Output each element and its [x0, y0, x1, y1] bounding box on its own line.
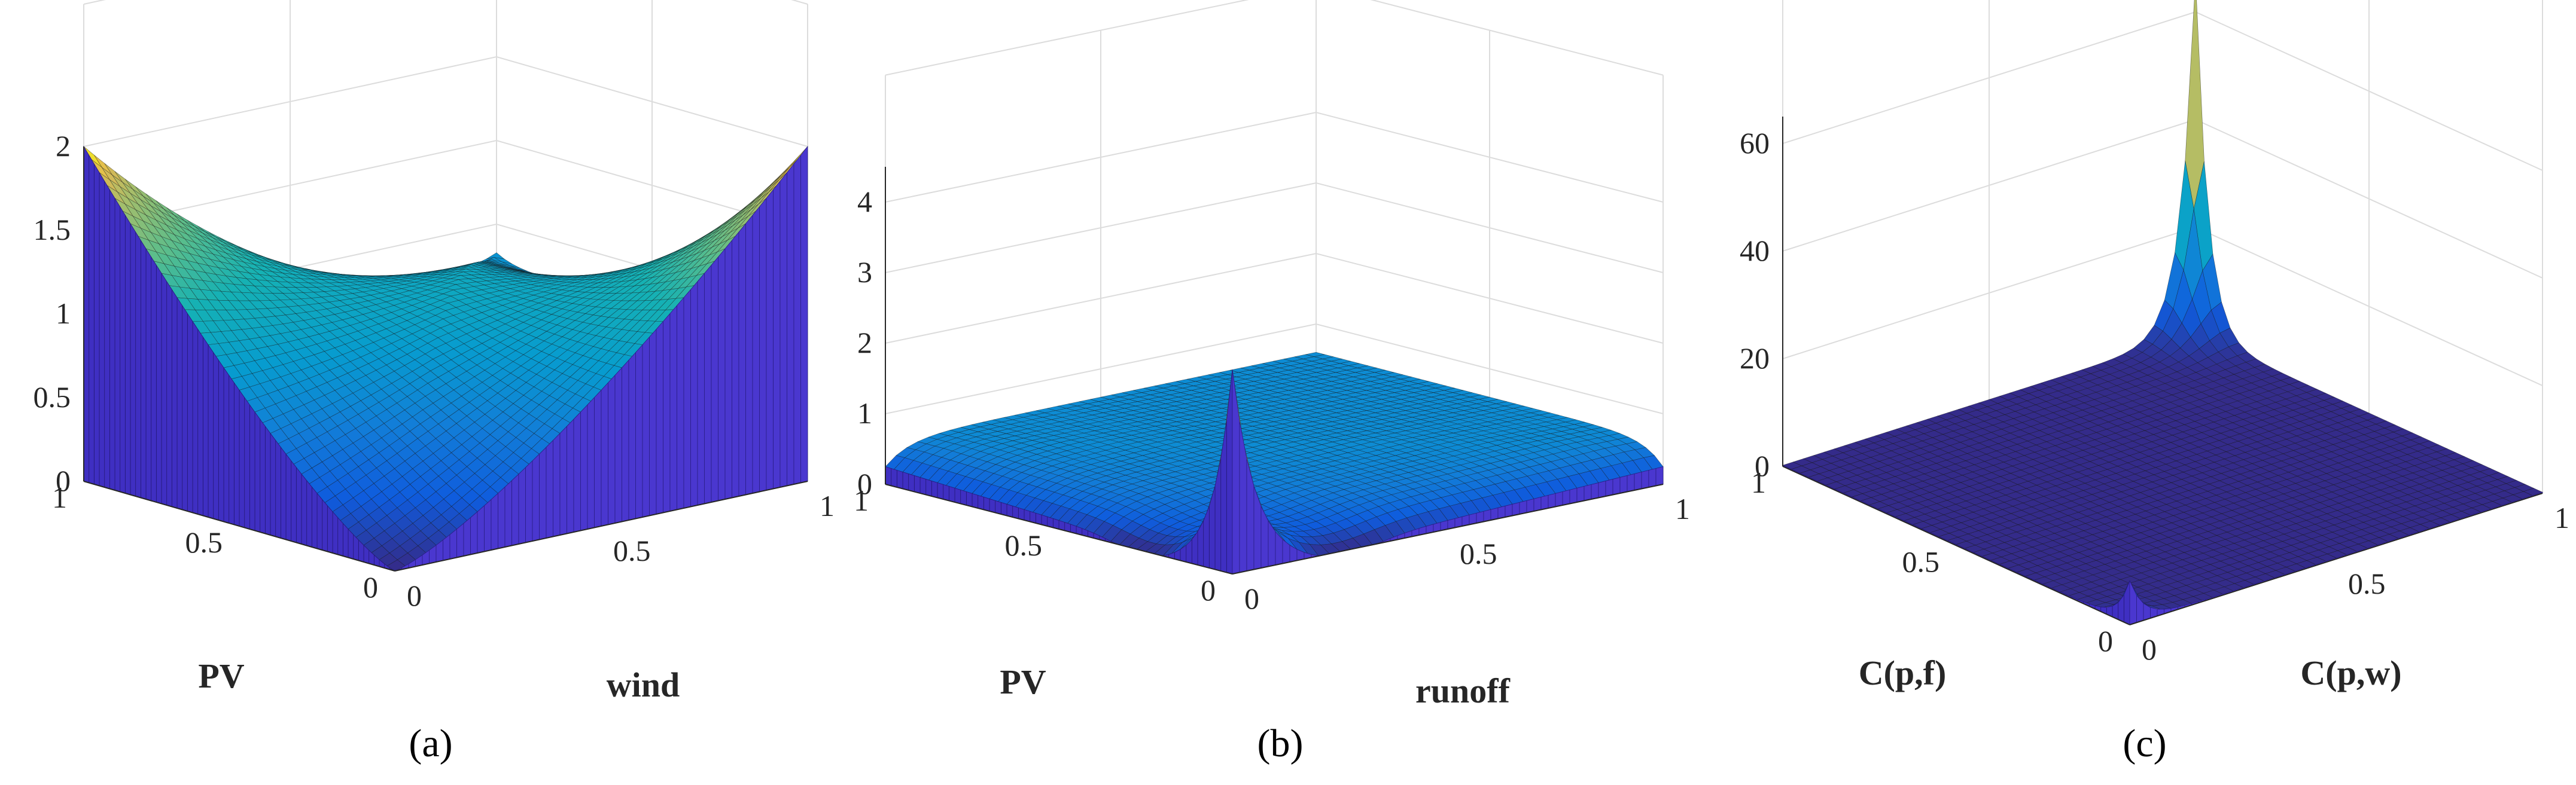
- y-tick-label: 0: [407, 579, 422, 612]
- y-tick-label: 0: [2142, 633, 2157, 666]
- y-axis-label: wind: [607, 665, 680, 704]
- x-tick-label: 1: [52, 481, 67, 514]
- z-tick-label: 4: [857, 185, 872, 218]
- z-tick-label: 0: [857, 467, 872, 500]
- z-tick-label: 40: [1740, 234, 1770, 267]
- z-tick-label: 1: [56, 297, 71, 330]
- x-tick-label: 0.5: [185, 526, 223, 559]
- x-tick-label: 0.5: [1902, 545, 1940, 579]
- panel-label: (c): [2123, 722, 2166, 765]
- y-axis-label: C(p,w): [2300, 653, 2401, 692]
- y-tick-label: 0: [1244, 582, 1259, 615]
- z-tick-label: 0: [1755, 449, 1770, 482]
- x-tick-label: 0: [363, 570, 378, 604]
- y-tick-label: 0.5: [1460, 537, 1497, 570]
- surface-mesh: [885, 352, 1664, 557]
- surface-mesh: [1782, 0, 2543, 610]
- x-axis-label: PV: [198, 656, 244, 695]
- z-tick-label: 20: [1740, 341, 1770, 375]
- x-axis-label: C(p,f): [1859, 653, 1947, 692]
- x-tick-label: 0.5: [1005, 529, 1043, 562]
- x-tick-label: 1: [854, 484, 869, 517]
- x-axis-label: PV: [1000, 662, 1046, 701]
- y-tick-label: 1: [820, 489, 835, 523]
- y-tick-label: 0.5: [613, 534, 651, 567]
- z-tick-label: 3: [857, 255, 872, 289]
- y-tick-label: 1: [1675, 492, 1690, 526]
- z-tick-label: 2: [857, 326, 872, 359]
- z-tick-label: 60: [1740, 126, 1770, 160]
- x-tick-label: 0: [2098, 624, 2113, 658]
- z-tick-label: 0: [56, 464, 71, 497]
- panel-label: (b): [1257, 722, 1304, 765]
- z-tick-label: 1: [857, 396, 872, 430]
- x-tick-label: 1: [1751, 466, 1766, 499]
- surface-mesh: [83, 146, 808, 572]
- y-tick-label: 1: [2554, 501, 2569, 534]
- z-tick-label: 1.5: [34, 213, 71, 246]
- y-axis-label: runoff: [1415, 671, 1511, 710]
- panel-label: (a): [409, 722, 452, 765]
- z-tick-label: 0.5: [34, 380, 71, 414]
- y-tick-label: 0.5: [2348, 567, 2386, 600]
- z-tick-label: 2: [56, 129, 71, 163]
- x-tick-label: 0: [1201, 573, 1216, 607]
